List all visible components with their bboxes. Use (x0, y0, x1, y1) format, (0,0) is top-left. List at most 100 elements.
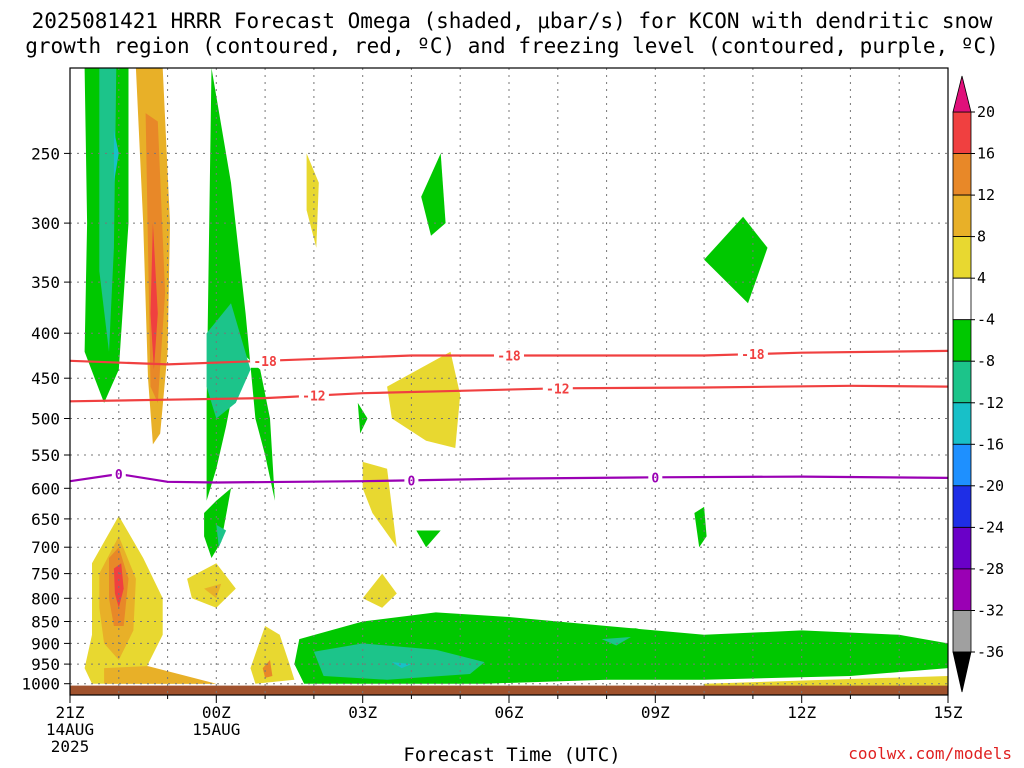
colorbar-tick-label-9: -20 (977, 477, 1004, 495)
omega-region-27 (704, 216, 768, 304)
colorbar-tick-label-8: -16 (977, 435, 1004, 453)
omega-region-15 (104, 666, 217, 684)
colorbar-segment-5 (952, 319, 972, 362)
omega-region-20 (362, 461, 397, 548)
omega-region-16 (187, 563, 236, 608)
colorbar-top-triangle (952, 75, 972, 113)
plot-area: -18 -18 -18 -12 -12 0 0 0 (69, 67, 949, 696)
omega-region-23 (313, 643, 485, 680)
x-tick-label-12Z: 12Z (787, 703, 816, 722)
contour-label-bg--18-4 (250, 353, 281, 368)
omega-region-32 (694, 506, 707, 548)
omega-region-28 (416, 530, 441, 548)
contour-label-0-7: 0 (407, 474, 415, 489)
contour-label--18-14: -18 (741, 348, 765, 363)
colorbar-segment-4 (952, 277, 972, 321)
omega-region-31 (601, 637, 631, 646)
y-tick-label-550: 550 (31, 446, 60, 465)
colorbar-segment-10 (952, 527, 972, 570)
colorbar-tick-label-5: -4 (977, 311, 995, 329)
y-tick-label-950: 950 (31, 655, 60, 674)
colorbar: 20 16 12 8 4 -4 -8 -12 -16 -20 -24 -28 -32 -36 (952, 75, 1004, 693)
omega-region-19 (262, 660, 273, 678)
contour-label--12-5: -12 (302, 390, 325, 405)
y-tick-label-500: 500 (31, 410, 60, 429)
omega-region-17 (204, 583, 222, 599)
x-tick-label-09Z: 09Z (641, 703, 670, 722)
y-tick-label-250: 250 (31, 144, 60, 163)
contour-label-bg--12-10 (542, 381, 573, 396)
x-sublabel-15AUG: 15AUG (192, 720, 240, 739)
y-tick-label-400: 400 (31, 324, 60, 343)
colorbar-segment-6 (952, 360, 972, 404)
x-axis-label: Forecast Time (UTC) (403, 744, 621, 766)
y-tick-label-900: 900 (31, 634, 60, 653)
contour-label-0-1: 0 (115, 468, 123, 483)
credit-link[interactable]: coolwx.com/models (848, 744, 1012, 763)
contour-label-bg--18-14 (737, 347, 768, 362)
contour-label-bg-0-7 (404, 473, 419, 488)
omega-region-9 (204, 488, 231, 558)
omega-region-25 (387, 351, 461, 448)
chart-title-line2: growth region (contoured, red, ºC) and f… (25, 34, 999, 58)
y-tick-label-350: 350 (31, 273, 60, 292)
colorbar-tick-label-13: -36 (977, 643, 1004, 661)
y-tick-label-1000: 1000 (21, 675, 60, 694)
colorbar-tick-label-2: 12 (977, 186, 995, 204)
omega-shaded-regions (84, 68, 948, 688)
colorbar-tick-label-0: 20 (977, 103, 995, 121)
y-tick-label-700: 700 (31, 538, 60, 557)
x-tick-label-15Z: 15Z (934, 703, 963, 722)
omega-region-33 (704, 676, 948, 688)
colorbar-bottom-triangle (952, 651, 972, 693)
y-axis: 250 300 350 400 450 500 550 600 650 700 750 800 850 9… (21, 144, 70, 694)
x-tick-label-00Z: 00Z (202, 703, 231, 722)
contour-label--12-10: -12 (546, 382, 569, 397)
omega-region-18 (250, 626, 295, 684)
omega-region-26 (421, 153, 446, 236)
colorbar-segment-8 (952, 443, 972, 487)
contour-label-bg-0-1 (111, 467, 126, 481)
colorbar-tick-label-10: -24 (977, 518, 1004, 536)
colorbar-segment-9 (952, 485, 972, 528)
x-tick-label-21Z: 21Z (56, 703, 85, 722)
contour-line--12 (70, 384, 948, 403)
contour-label-bg-0-12 (648, 470, 663, 485)
omega-region-1 (99, 68, 117, 352)
colorbar-tick-label-1: 16 (977, 145, 995, 163)
colorbar-tick-label-7: -12 (977, 394, 1004, 412)
chart-title-line1: 2025081421 HRRR Forecast Omega (shaded, … (31, 9, 993, 33)
colorbar-tick-label-11: -28 (977, 560, 1004, 578)
y-tick-label-300: 300 (31, 214, 60, 233)
colorbar-segment-1 (952, 153, 972, 196)
colorbar-segment-7 (952, 402, 972, 445)
omega-region-4 (145, 113, 166, 403)
colorbar-tick-label-3: 8 (977, 228, 986, 246)
terrain-below-surface (70, 685, 948, 695)
x-tick-label-06Z: 06Z (495, 703, 524, 722)
y-tick-label-850: 850 (31, 613, 60, 632)
omega-region-7 (206, 303, 251, 419)
colorbar-segment-12 (952, 610, 972, 653)
y-tick-label-600: 600 (31, 479, 60, 498)
y-tick-label-750: 750 (31, 565, 60, 584)
colorbar-tick-label-6: -8 (977, 352, 995, 370)
y-tick-label-450: 450 (31, 369, 60, 388)
colorbar-segment-0 (952, 111, 972, 154)
colorbar-tick-label-4: 4 (977, 269, 986, 287)
omega-region-21 (362, 573, 397, 608)
contour-lines: -18 -18 -18 -12 -12 0 0 0 (70, 347, 948, 489)
omega-region-14 (113, 563, 124, 608)
omega-region-10 (216, 524, 227, 548)
contour-label--18-4: -18 (253, 355, 277, 370)
x-tick-label-03Z: 03Z (348, 703, 377, 722)
contour-line--18 (70, 349, 948, 366)
omega-region-8 (306, 153, 319, 248)
colorbar-segment-11 (952, 568, 972, 611)
x-sublabel-14AUG: 14AUG (46, 720, 94, 739)
y-tick-label-800: 800 (31, 589, 60, 608)
colorbar-segment-3 (952, 236, 972, 279)
contour-label--18-9: -18 (497, 350, 521, 365)
